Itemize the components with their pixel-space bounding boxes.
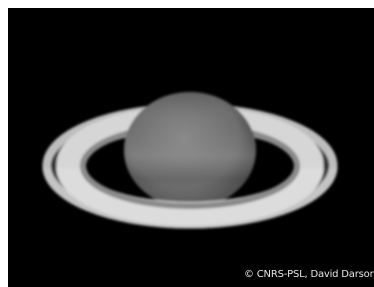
photo-frame: © CNRS-PSL, David Darson: [0, 0, 374, 287]
planet: [124, 92, 256, 208]
photo-credit: © CNRS-PSL, David Darson: [244, 269, 374, 280]
saturn-photo: [0, 0, 374, 287]
